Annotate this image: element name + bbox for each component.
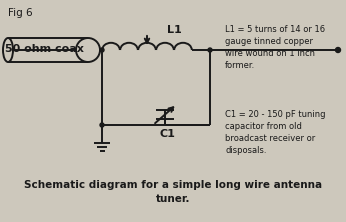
Text: 50 ohm coax: 50 ohm coax bbox=[4, 44, 83, 54]
Circle shape bbox=[208, 48, 212, 52]
Circle shape bbox=[100, 123, 104, 127]
Ellipse shape bbox=[3, 38, 13, 62]
Ellipse shape bbox=[76, 38, 100, 62]
Text: L1 = 5 turns of 14 or 16
gauge tinned copper
wire wound on 1 inch
former.: L1 = 5 turns of 14 or 16 gauge tinned co… bbox=[225, 25, 325, 70]
Text: L1: L1 bbox=[167, 25, 182, 35]
Text: C1 = 20 - 150 pF tuning
capacitor from old
broadcast receiver or
disposals.: C1 = 20 - 150 pF tuning capacitor from o… bbox=[225, 110, 326, 155]
Text: Schematic diagram for a simple long wire antenna
tuner.: Schematic diagram for a simple long wire… bbox=[24, 180, 322, 204]
Circle shape bbox=[336, 48, 340, 52]
Text: Fig 6: Fig 6 bbox=[8, 8, 33, 18]
Text: C1: C1 bbox=[159, 129, 175, 139]
Circle shape bbox=[100, 48, 104, 52]
